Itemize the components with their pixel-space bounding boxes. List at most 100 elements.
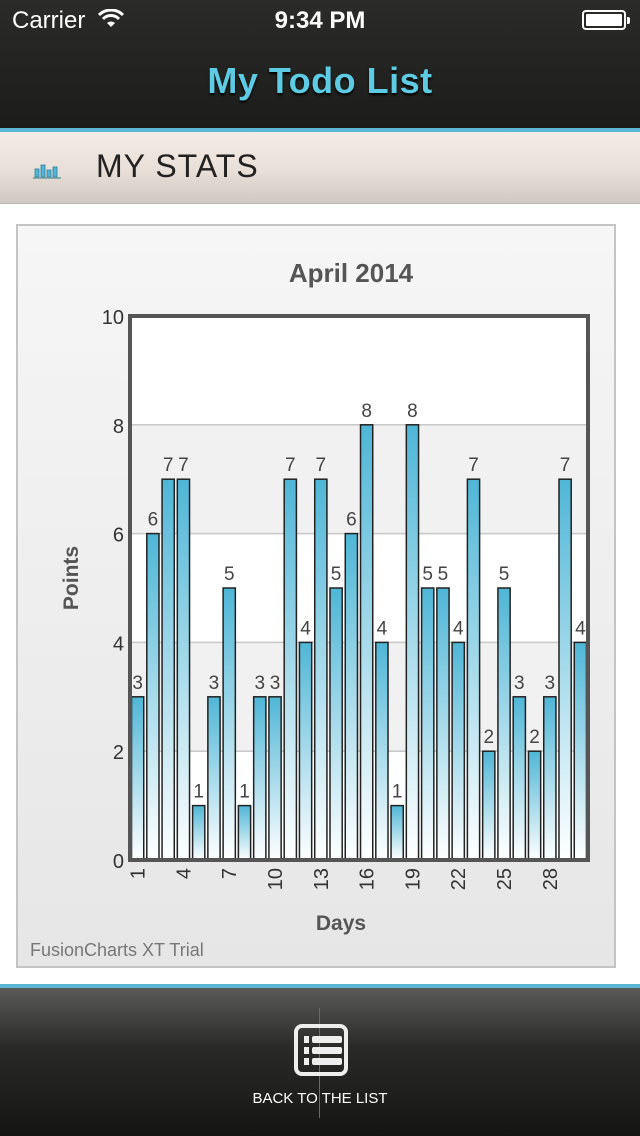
data-label: 3: [254, 673, 265, 694]
bar: [130, 696, 145, 861]
data-label: 7: [468, 455, 479, 476]
bar: [527, 750, 542, 861]
data-label: 7: [163, 455, 174, 476]
data-label: 4: [300, 618, 311, 639]
bar: [298, 641, 313, 861]
bar: [252, 696, 267, 861]
bar: [161, 478, 176, 861]
y-tick-label: 2: [113, 742, 124, 764]
status-bar: Carrier 9:34 PM: [0, 0, 640, 40]
bar: [313, 478, 328, 861]
data-label: 7: [285, 455, 296, 476]
data-label: 4: [377, 618, 388, 639]
bottom-bar: BACK TO THE LIST: [0, 988, 640, 1136]
data-label: 3: [270, 673, 281, 694]
y-axis-label: Points: [60, 546, 83, 610]
chart-title: April 2014: [289, 258, 414, 288]
wifi-icon: [98, 9, 124, 27]
data-label: 4: [453, 618, 464, 639]
watermark: FusionCharts XT Trial: [30, 940, 204, 960]
back-to-list-label: BACK TO THE LIST: [252, 1090, 388, 1107]
x-axis-label: Days: [316, 912, 366, 935]
bar: [176, 478, 191, 861]
bar: [466, 478, 481, 861]
section-title: MY STATS: [96, 148, 259, 184]
data-label: 6: [148, 510, 159, 531]
data-label: 3: [132, 673, 143, 694]
plot-band: [130, 424, 588, 534]
y-tick-label: 10: [102, 307, 124, 329]
data-label: 5: [499, 564, 510, 585]
bar-chart-icon: [33, 164, 61, 179]
x-tick-label: 25: [494, 868, 516, 890]
clock: 9:34 PM: [274, 7, 366, 34]
data-label: 6: [346, 510, 357, 531]
data-label: 3: [545, 673, 556, 694]
data-label: 3: [514, 673, 525, 694]
y-tick-label: 8: [113, 416, 124, 438]
data-label: 1: [239, 782, 250, 803]
bar: [222, 587, 237, 861]
bar: [344, 532, 359, 861]
x-tick-label: 22: [448, 868, 470, 890]
carrier-label: Carrier: [12, 7, 86, 34]
x-tick-label: 10: [265, 868, 287, 890]
bar: [359, 424, 374, 861]
section-header: MY STATS: [0, 132, 640, 204]
data-label: 5: [438, 564, 449, 585]
data-label: 1: [392, 782, 403, 803]
plot-area: [130, 316, 588, 860]
x-tick-label: 28: [540, 868, 562, 890]
bar: [329, 587, 343, 861]
data-label: 3: [209, 673, 220, 694]
bar: [207, 696, 221, 861]
data-label: 1: [193, 782, 204, 803]
bar: [451, 641, 466, 861]
y-tick-label: 6: [113, 525, 124, 547]
bar: [481, 750, 496, 861]
app-title: My Todo List: [207, 60, 433, 101]
data-label: 7: [316, 455, 327, 476]
bar: [436, 587, 450, 861]
x-tick-label: 7: [219, 868, 241, 879]
data-label: 7: [560, 455, 571, 476]
header-bar: Carrier 9:34 PM My Todo List: [0, 0, 640, 128]
bar: [237, 804, 252, 861]
data-label: 5: [224, 564, 235, 585]
plot-frame: [128, 314, 590, 862]
bar: [283, 478, 298, 861]
data-label: 5: [331, 564, 342, 585]
x-tick-label: 16: [357, 868, 379, 890]
chart-card: 0 2 4 6 8 10 3 6 7 7 1 3 5 1 3 3 7 4 7 5 6 8 4 1 8 5 5 4 7 2 5 3 2 3 7 4 1 4 7…: [16, 224, 616, 968]
x-tick-label: 1: [128, 868, 150, 879]
bar: [420, 587, 435, 861]
data-label: 4: [575, 618, 586, 639]
data-label: 7: [178, 455, 189, 476]
data-label: 2: [483, 727, 494, 748]
y-tick-label: 4: [113, 633, 124, 655]
back-to-list-button[interactable]: BACK TO THE LIST: [240, 988, 400, 1136]
bar: [497, 587, 511, 861]
bar: [268, 696, 282, 861]
x-tick-label: 13: [311, 868, 333, 890]
list-icon: [294, 1024, 348, 1076]
plot-band: [130, 642, 588, 752]
battery-icon: [582, 10, 630, 30]
footer-accent-line: [0, 984, 640, 988]
data-label: 2: [529, 727, 540, 748]
y-tick-label: 0: [113, 851, 124, 873]
data-label: 8: [361, 401, 372, 422]
header-accent-line: [0, 128, 640, 132]
bar: [405, 424, 420, 861]
x-tick-label: 19: [402, 868, 424, 890]
bar: [512, 696, 527, 861]
bar: [390, 804, 405, 861]
bar: [542, 696, 557, 861]
x-tick-label: 4: [173, 868, 195, 879]
bar: [191, 804, 206, 861]
data-label: 8: [407, 401, 418, 422]
bar: [573, 641, 588, 861]
bar: [146, 532, 160, 861]
bar: [375, 641, 389, 861]
